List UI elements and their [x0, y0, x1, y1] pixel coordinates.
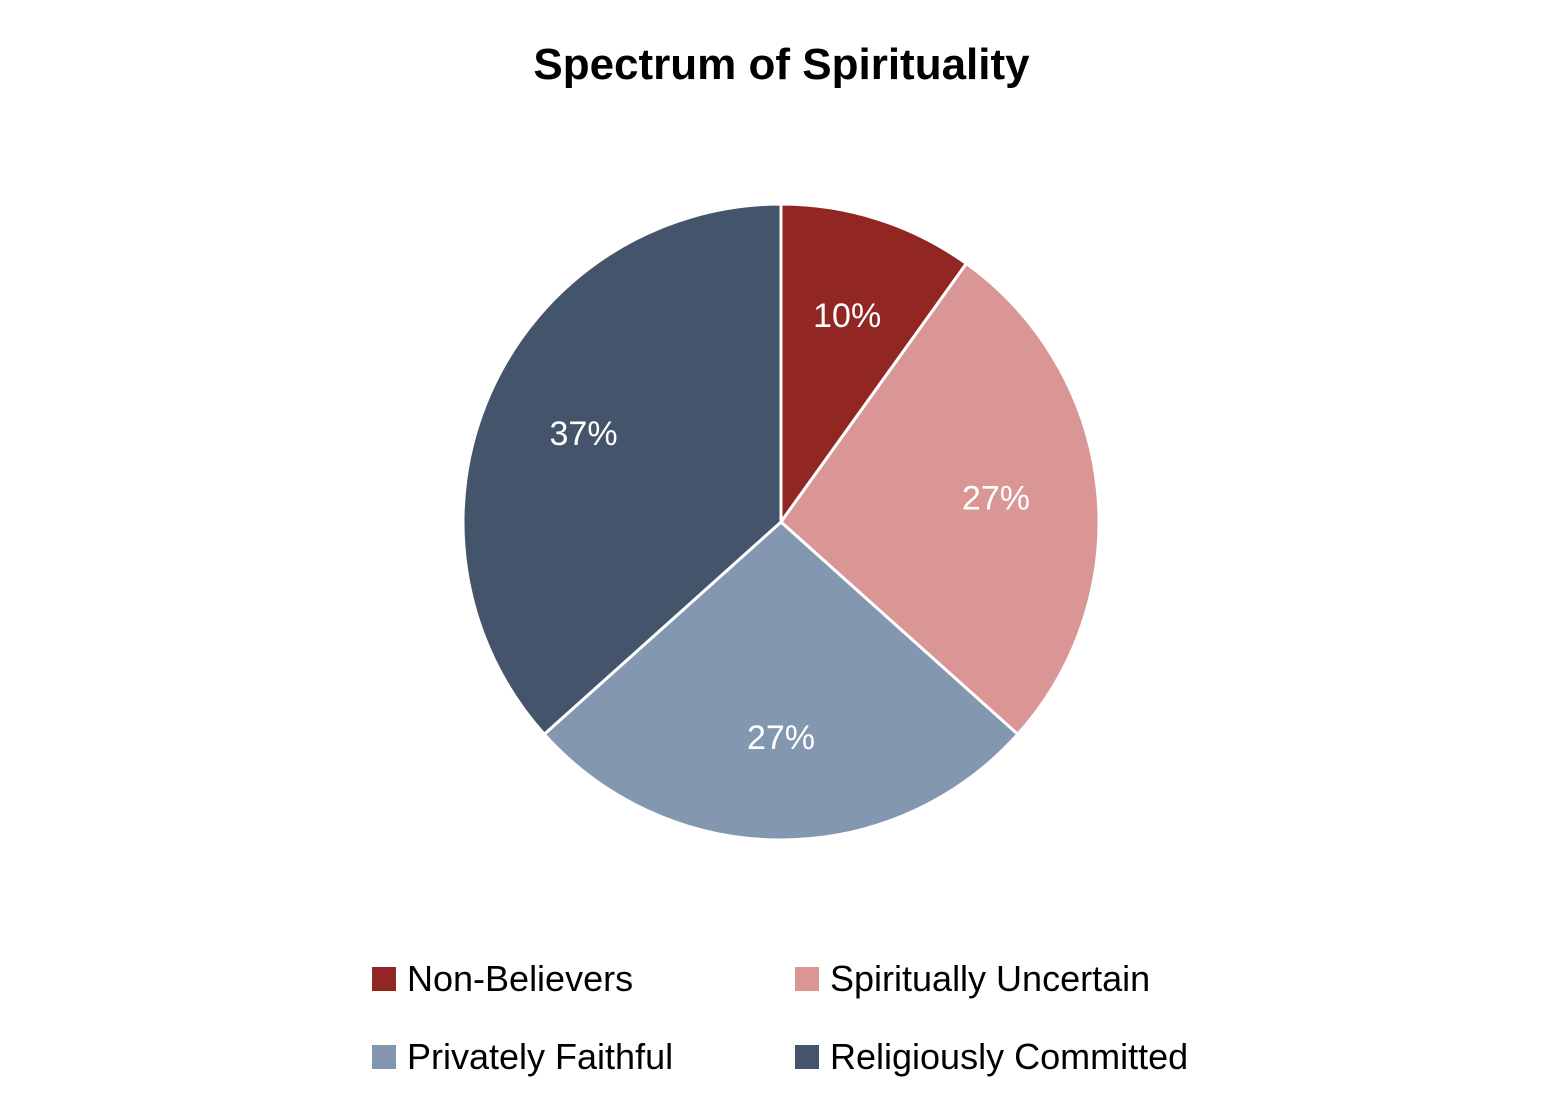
pie-data-labels: 10% 27% 27% 37% — [550, 297, 1030, 757]
legend-swatch — [795, 1045, 819, 1069]
data-label: 10% — [813, 297, 881, 335]
legend-swatch — [372, 1045, 396, 1069]
legend-item-privately-faithful: Privately Faithful — [372, 1033, 673, 1081]
legend: Non-Believers Spiritually Uncertain Priv… — [372, 955, 1232, 1095]
legend-item-non-believers: Non-Believers — [372, 955, 633, 1003]
legend-label: Privately Faithful — [407, 1036, 674, 1077]
legend-label: Non-Believers — [407, 958, 634, 999]
pie-slice-non-believers — [779, 202, 968, 524]
data-label: 27% — [747, 719, 815, 757]
legend-label: Spiritually Uncertain — [830, 958, 1151, 999]
pie-slice-religiously-committed — [461, 202, 783, 736]
legend-item-spiritually-uncertain: Spiritually Uncertain — [795, 955, 1150, 1003]
pie-slices — [461, 202, 1101, 842]
data-label: 37% — [550, 415, 618, 453]
legend-item-religiously-committed: Religiously Committed — [795, 1033, 1188, 1081]
data-label: 27% — [962, 480, 1030, 518]
legend-swatch — [795, 967, 819, 991]
legend-swatch — [372, 967, 396, 991]
pie-slice-privately-faithful — [542, 520, 1020, 842]
legend-label: Religiously Committed — [830, 1036, 1189, 1077]
chart-title: Spectrum of Spirituality — [533, 40, 1030, 89]
pie-slice-spiritually-uncertain — [779, 262, 1101, 736]
